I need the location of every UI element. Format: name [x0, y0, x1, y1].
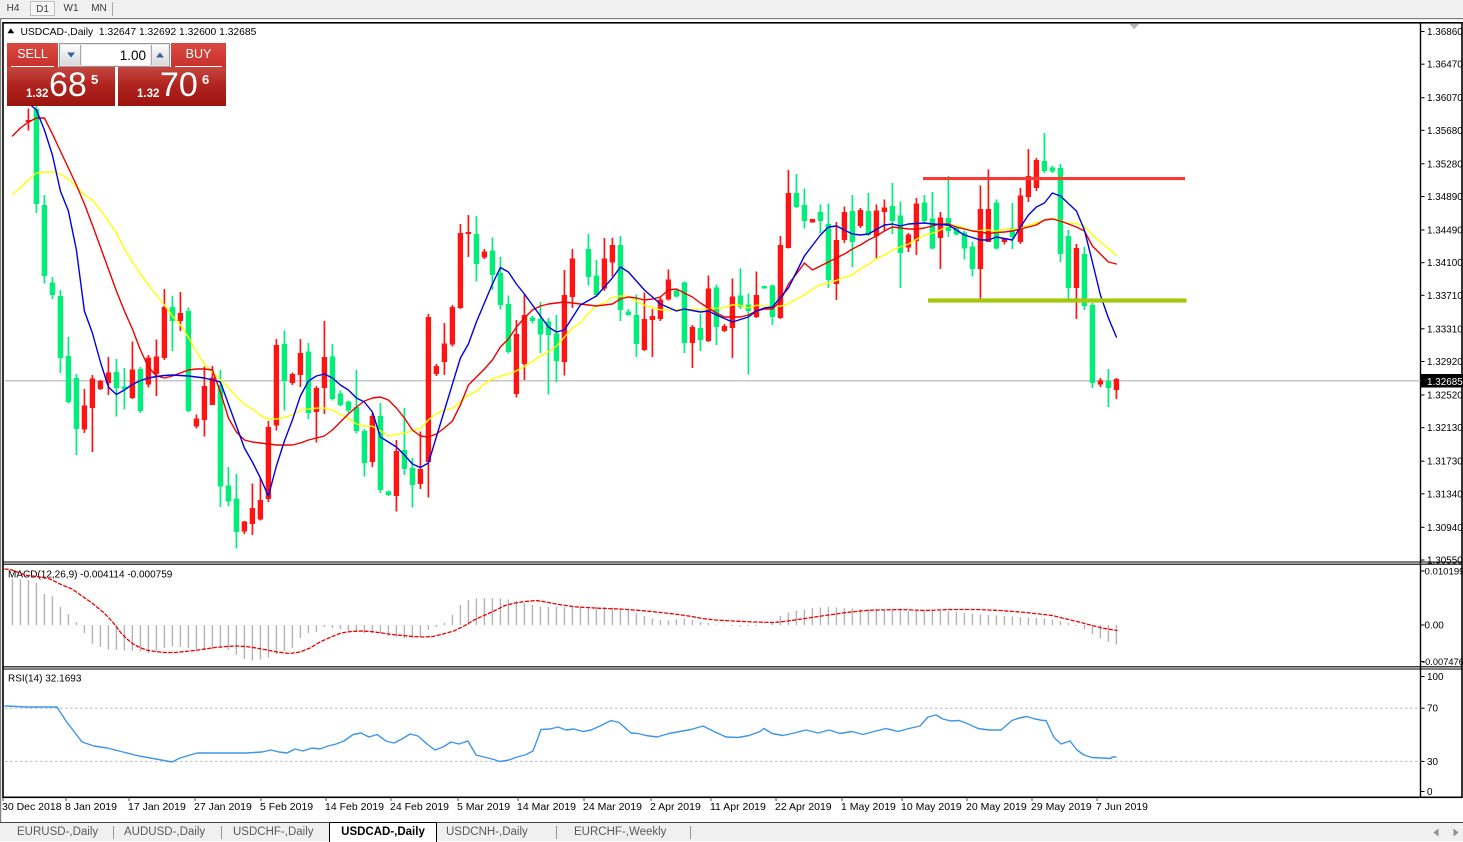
svg-text:27 Jan 2019: 27 Jan 2019	[194, 801, 252, 813]
svg-text:5 Feb 2019: 5 Feb 2019	[260, 801, 313, 813]
svg-text:24 Mar 2019: 24 Mar 2019	[583, 801, 642, 813]
svg-text:-0.007476: -0.007476	[1422, 657, 1463, 667]
svg-text:14 Feb 2019: 14 Feb 2019	[325, 801, 384, 813]
svg-text:100: 100	[1427, 672, 1444, 683]
svg-text:1.33310: 1.33310	[1427, 324, 1463, 335]
svg-text:30: 30	[1427, 757, 1438, 768]
svg-text:1.30940: 1.30940	[1427, 523, 1463, 534]
svg-text:1.34890: 1.34890	[1427, 192, 1463, 203]
svg-text:0.010199: 0.010199	[1425, 567, 1463, 578]
svg-text:5 Mar 2019: 5 Mar 2019	[457, 801, 510, 813]
svg-text:1.32130: 1.32130	[1427, 423, 1463, 434]
svg-text:1 May 2019: 1 May 2019	[841, 801, 896, 813]
svg-text:8 Jan 2019: 8 Jan 2019	[65, 801, 117, 813]
svg-text:14 Mar 2019: 14 Mar 2019	[517, 801, 576, 813]
svg-text:1.33710: 1.33710	[1427, 291, 1463, 302]
svg-text:1.36860: 1.36860	[1427, 27, 1463, 38]
svg-text:1.34100: 1.34100	[1427, 258, 1463, 269]
svg-text:7 Jun 2019: 7 Jun 2019	[1096, 801, 1148, 813]
svg-text:22 Apr 2019: 22 Apr 2019	[775, 801, 832, 813]
svg-text:RSI(14) 32.1693: RSI(14) 32.1693	[8, 674, 82, 685]
svg-text:17 Jan 2019: 17 Jan 2019	[128, 801, 186, 813]
svg-text:24 Feb 2019: 24 Feb 2019	[390, 801, 449, 813]
svg-text:1.32920: 1.32920	[1427, 357, 1463, 368]
svg-text:1.35280: 1.35280	[1427, 159, 1463, 170]
svg-text:1.31730: 1.31730	[1427, 457, 1463, 468]
svg-text:2 Apr 2019: 2 Apr 2019	[650, 801, 701, 813]
svg-text:10 May 2019: 10 May 2019	[901, 801, 962, 813]
svg-text:0.00: 0.00	[1425, 621, 1445, 632]
svg-text:0: 0	[1427, 787, 1433, 798]
svg-text:1.36470: 1.36470	[1427, 60, 1463, 71]
svg-text:1.31340: 1.31340	[1427, 489, 1463, 500]
svg-text:1.34490: 1.34490	[1427, 226, 1463, 237]
svg-text:20 May 2019: 20 May 2019	[966, 801, 1027, 813]
svg-text:MACD(12,26,9) -0.004114 -0.000: MACD(12,26,9) -0.004114 -0.000759	[8, 570, 173, 581]
svg-text:1.36070: 1.36070	[1427, 93, 1463, 104]
svg-text:1.35680: 1.35680	[1427, 126, 1463, 137]
svg-text:USDCAD-,Daily 1.32647 1.32692: USDCAD-,Daily 1.32647 1.32692 1.32600 1.…	[21, 27, 257, 38]
svg-text:1.32685: 1.32685	[1427, 377, 1463, 388]
svg-text:1.30550: 1.30550	[1427, 556, 1463, 567]
svg-text:70: 70	[1427, 704, 1438, 715]
svg-text:11 Apr 2019: 11 Apr 2019	[710, 801, 766, 813]
svg-text:1.32520: 1.32520	[1427, 391, 1463, 402]
svg-text:29 May 2019: 29 May 2019	[1031, 801, 1092, 813]
svg-text:30 Dec 2018: 30 Dec 2018	[2, 801, 62, 813]
